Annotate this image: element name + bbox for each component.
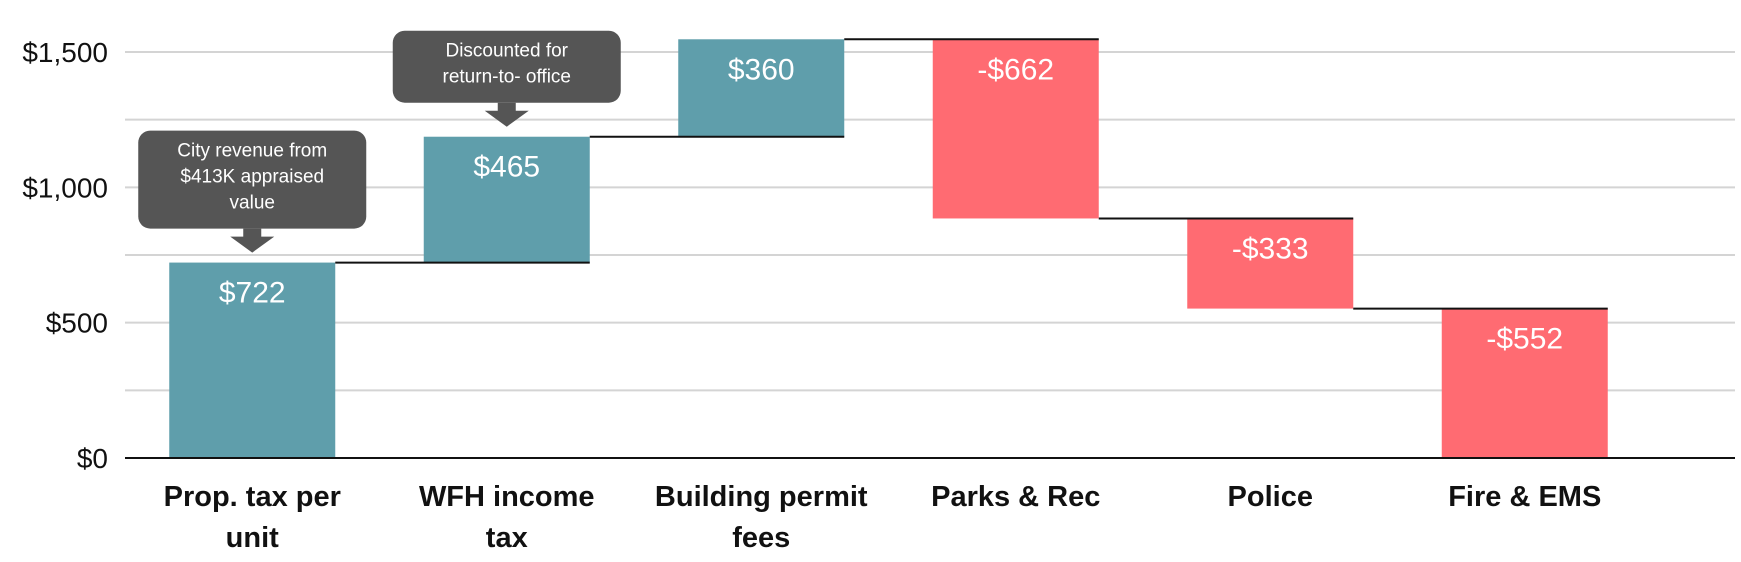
y-tick-label: $0 (77, 443, 108, 474)
callout-text: Discounted for return-to- office (443, 41, 571, 88)
callout-arrow (230, 228, 275, 253)
callout-text-line: return-to- office (443, 67, 571, 88)
callout-arrow (484, 102, 529, 127)
callout-text-line: City revenue from (177, 141, 327, 162)
bar (1441, 308, 1608, 458)
callout-box (138, 130, 367, 229)
connectors (335, 38, 1608, 310)
bar (678, 39, 845, 137)
category-label: Fire & EMS (1448, 481, 1601, 513)
y-axis-ticks: $0 $500 $1,000 $1,500 (22, 37, 108, 474)
callouts: City revenue from $413K appraised value Dis… (138, 30, 621, 253)
category-label-line: fees (732, 522, 790, 554)
category-label: Prop. tax per unit (164, 481, 341, 554)
bar (1187, 218, 1354, 309)
category-label: Building permit fees (655, 481, 868, 554)
y-tick-label: $1,000 (22, 172, 108, 203)
category-label-line: Police (1228, 481, 1313, 513)
category-label: Parks & Rec (931, 481, 1100, 513)
bar-value-label: -$662 (977, 53, 1054, 86)
category-label-line: Fire & EMS (1448, 481, 1601, 513)
category-label: WFH income tax (419, 481, 595, 554)
y-tick-label: $500 (46, 308, 108, 339)
bar-value-label: $722 (219, 277, 286, 310)
bar (169, 262, 336, 458)
category-label: Police (1228, 481, 1313, 513)
category-label-line: WFH income (419, 481, 595, 513)
bar-value-label: -$552 (1486, 323, 1563, 356)
callout-text-line: $413K appraised (180, 167, 324, 188)
callout-text-line: Discounted for (445, 41, 568, 62)
bar-value-label: -$333 (1232, 232, 1309, 265)
category-label-line: Building permit (655, 481, 868, 513)
category-label-line: Parks & Rec (931, 481, 1100, 513)
bar-value-labels: $722 $465 $360 -$662 -$333 -$552 (219, 53, 1563, 355)
bar-value-label: $465 (473, 151, 540, 184)
bar-value-label: $360 (728, 53, 795, 86)
callout-text-line: value (230, 193, 275, 214)
category-label-line: Prop. tax per (164, 481, 341, 513)
bars (169, 39, 1608, 458)
callout-box (392, 30, 621, 103)
bar (423, 136, 590, 263)
category-label-line: tax (486, 522, 528, 554)
category-label-line: unit (226, 522, 279, 554)
category-labels: Prop. tax per unit WFH income tax Building p… (164, 481, 1602, 554)
callout-text: City revenue from $413K appraised value (177, 141, 327, 214)
y-tick-label: $1,500 (22, 37, 108, 68)
bar (932, 39, 1099, 219)
